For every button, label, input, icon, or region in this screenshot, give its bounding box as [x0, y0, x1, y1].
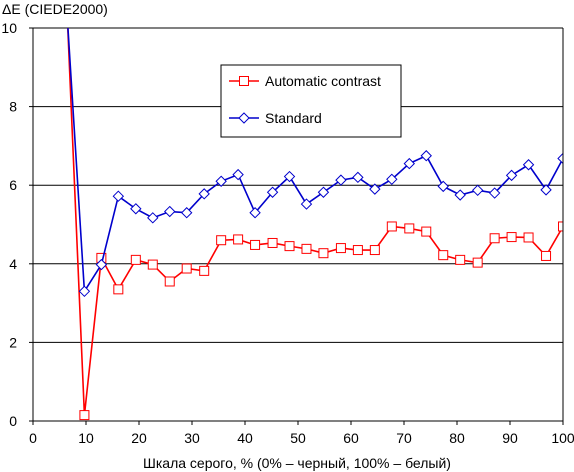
- data-point: [352, 171, 364, 184]
- data-point: [147, 212, 159, 224]
- x-tick-label-70: 70: [396, 430, 412, 446]
- data-point: [318, 248, 329, 259]
- data-point: [335, 174, 347, 186]
- data-point: [404, 223, 415, 234]
- x-tick-label-100: 100: [551, 430, 574, 446]
- y-tick-label-4: 4: [9, 256, 17, 272]
- data-point: [199, 265, 210, 276]
- data-point: [558, 221, 563, 232]
- data-point: [522, 159, 535, 171]
- data-point: [420, 150, 432, 162]
- data-point: [164, 205, 176, 218]
- x-tick-label-80: 80: [449, 430, 465, 446]
- data-point: [95, 258, 108, 271]
- data-point: [488, 187, 501, 199]
- data-point: [471, 184, 484, 197]
- x-tick-label-0: 0: [29, 430, 37, 446]
- y-tick-labels: 0 2 4 6 8 10: [1, 20, 17, 429]
- data-point: [180, 207, 193, 219]
- data-point: [130, 254, 141, 265]
- legend-box: [220, 64, 402, 138]
- data-point: [233, 234, 244, 245]
- y-axis-title: ΔE (CIEDE2000): [2, 1, 108, 17]
- x-tick-labels: 0 10 20 30 40 50 60 70 80 90 100: [29, 430, 574, 446]
- y-tick-label-6: 6: [9, 177, 17, 193]
- data-point: [250, 239, 261, 250]
- data-point: [335, 243, 346, 254]
- data-point: [232, 168, 244, 181]
- x-tick-label-30: 30: [184, 430, 200, 446]
- y-tick-label-10: 10: [1, 20, 17, 36]
- data-point: [540, 184, 552, 196]
- data-point: [437, 180, 449, 193]
- series-1: [67, 28, 563, 298]
- legend-label-1: Standard: [265, 110, 322, 126]
- axes: [29, 27, 564, 425]
- data-point: [455, 254, 466, 265]
- data-point: [386, 173, 398, 186]
- y-tick-label-8: 8: [9, 99, 17, 115]
- x-axis-title: Шкала серого, % (0% – черный, 100% – бел…: [143, 455, 451, 471]
- legend-label-0: Automatic contrast: [265, 73, 381, 89]
- data-point: [79, 410, 90, 421]
- data-point: [386, 221, 397, 232]
- x-tick-label-60: 60: [343, 430, 359, 446]
- data-point: [489, 233, 500, 244]
- data-point: [216, 235, 227, 246]
- data-point: [267, 237, 278, 248]
- data-point: [472, 257, 483, 268]
- data-point: [249, 207, 261, 219]
- data-point: [266, 186, 279, 198]
- data-point: [215, 175, 227, 187]
- data-point: [300, 198, 313, 210]
- data-point: [112, 190, 125, 202]
- x-tick-label-10: 10: [78, 430, 94, 446]
- legend-marker-1: [238, 112, 250, 124]
- data-point: [438, 250, 449, 261]
- x-tick-label-50: 50: [290, 430, 306, 446]
- data-point: [113, 284, 124, 295]
- x-tick-label-20: 20: [131, 430, 147, 446]
- data-point: [283, 170, 296, 183]
- data-point: [317, 186, 330, 198]
- data-point: [506, 232, 517, 243]
- data-point: [130, 203, 142, 215]
- x-tick-label-90: 90: [502, 430, 518, 446]
- data-point: [181, 263, 192, 274]
- data-point: [541, 250, 552, 261]
- data-point: [301, 243, 312, 254]
- data-point: [505, 169, 518, 182]
- data-point: [352, 245, 363, 256]
- series-layer: [66, 28, 563, 421]
- y-tick-label-0: 0: [9, 413, 17, 429]
- data-point: [557, 152, 563, 165]
- x-tick-label-40: 40: [237, 430, 253, 446]
- data-point: [147, 259, 158, 270]
- data-point: [369, 183, 381, 195]
- y-tick-label-2: 2: [9, 334, 17, 350]
- legend: Automatic contrast Standard: [220, 64, 402, 138]
- series-0: [66, 28, 563, 421]
- data-point: [421, 226, 432, 237]
- data-point: [284, 241, 295, 252]
- data-point: [403, 157, 416, 170]
- data-point: [78, 285, 91, 298]
- data-point: [454, 189, 466, 201]
- data-point: [198, 188, 210, 200]
- data-point: [523, 232, 534, 243]
- data-point: [164, 276, 175, 287]
- data-point: [369, 245, 380, 256]
- legend-marker-0: [239, 76, 249, 86]
